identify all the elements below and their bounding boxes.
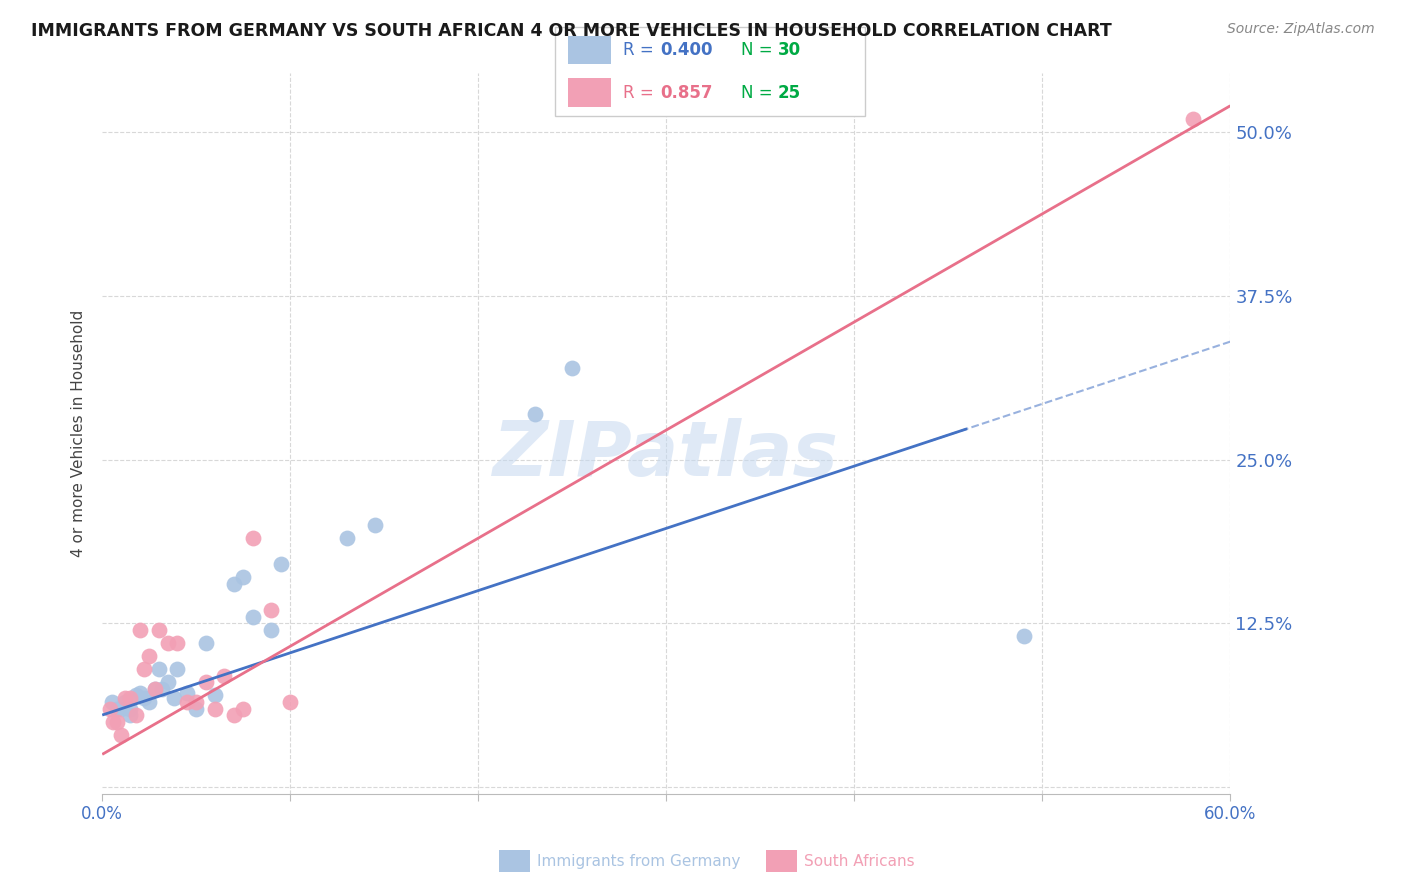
Text: 0.857: 0.857 bbox=[661, 84, 713, 102]
Point bbox=[163, 691, 186, 706]
Point bbox=[157, 675, 180, 690]
Point bbox=[125, 689, 148, 703]
Point bbox=[150, 681, 173, 696]
Point bbox=[186, 701, 208, 715]
Point bbox=[194, 636, 217, 650]
Point bbox=[110, 701, 132, 715]
Point bbox=[125, 708, 148, 723]
Point bbox=[114, 691, 136, 706]
Point bbox=[242, 531, 264, 545]
Point bbox=[148, 623, 170, 637]
Text: Immigrants from Germany: Immigrants from Germany bbox=[537, 855, 741, 869]
FancyBboxPatch shape bbox=[568, 36, 612, 64]
Point bbox=[232, 570, 254, 584]
Point bbox=[138, 695, 160, 709]
Point bbox=[260, 623, 283, 637]
Point bbox=[157, 636, 180, 650]
Text: 30: 30 bbox=[778, 41, 801, 59]
Point bbox=[186, 695, 208, 709]
Y-axis label: 4 or more Vehicles in Household: 4 or more Vehicles in Household bbox=[72, 310, 86, 557]
Text: R =: R = bbox=[623, 84, 654, 102]
Point bbox=[1181, 112, 1204, 126]
Point bbox=[204, 701, 226, 715]
Point bbox=[222, 577, 245, 591]
Point bbox=[105, 701, 128, 715]
Point bbox=[176, 686, 198, 700]
Text: N =: N = bbox=[741, 84, 772, 102]
Point bbox=[103, 714, 125, 729]
Point bbox=[214, 669, 236, 683]
Point bbox=[105, 714, 128, 729]
Point bbox=[120, 701, 142, 715]
Text: 25: 25 bbox=[778, 84, 801, 102]
Point bbox=[120, 708, 142, 723]
Point bbox=[364, 518, 387, 533]
Point bbox=[194, 675, 217, 690]
Point bbox=[561, 360, 583, 375]
Text: ZIPatlas: ZIPatlas bbox=[494, 418, 839, 492]
Point bbox=[523, 407, 546, 421]
Point bbox=[120, 691, 142, 706]
Point bbox=[138, 649, 160, 664]
Text: N =: N = bbox=[741, 41, 772, 59]
Point bbox=[128, 623, 150, 637]
Point bbox=[110, 728, 132, 742]
Point bbox=[204, 689, 226, 703]
Text: Source: ZipAtlas.com: Source: ZipAtlas.com bbox=[1227, 22, 1375, 37]
Point bbox=[98, 701, 121, 715]
Point bbox=[132, 662, 155, 676]
Point bbox=[143, 681, 166, 696]
Point bbox=[260, 603, 283, 617]
FancyBboxPatch shape bbox=[568, 78, 612, 107]
Point bbox=[222, 708, 245, 723]
Text: IMMIGRANTS FROM GERMANY VS SOUTH AFRICAN 4 OR MORE VEHICLES IN HOUSEHOLD CORRELA: IMMIGRANTS FROM GERMANY VS SOUTH AFRICAN… bbox=[31, 22, 1112, 40]
Point bbox=[1012, 629, 1035, 643]
Point bbox=[336, 531, 359, 545]
Text: R =: R = bbox=[623, 41, 654, 59]
Point bbox=[100, 695, 122, 709]
Point bbox=[278, 695, 301, 709]
Point bbox=[148, 662, 170, 676]
Point bbox=[114, 695, 136, 709]
Point bbox=[143, 681, 166, 696]
Point bbox=[166, 662, 188, 676]
FancyBboxPatch shape bbox=[555, 27, 865, 116]
Point bbox=[166, 636, 188, 650]
Point bbox=[242, 609, 264, 624]
Text: South Africans: South Africans bbox=[804, 855, 915, 869]
Point bbox=[132, 691, 155, 706]
Point bbox=[128, 686, 150, 700]
Text: 0.400: 0.400 bbox=[661, 41, 713, 59]
Point bbox=[232, 701, 254, 715]
Point bbox=[176, 695, 198, 709]
Point bbox=[270, 558, 292, 572]
